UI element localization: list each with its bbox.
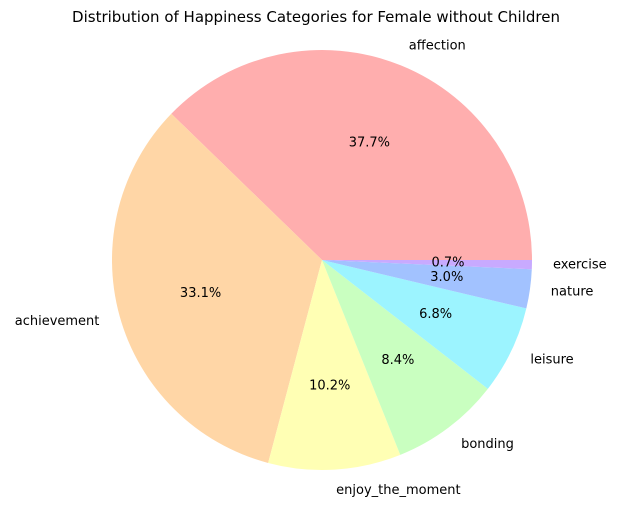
pie-slices: [111, 49, 532, 470]
slice-percent-achievement: 33.1%: [180, 286, 221, 301]
slice-percent-bonding: 8.4%: [381, 353, 414, 368]
slice-label-enjoy-the-moment: enjoy_the_moment: [336, 483, 460, 498]
slice-percent-nature: 3.0%: [430, 270, 463, 285]
pie-slice-nature: [322, 260, 532, 309]
slice-label-affection: affection: [409, 38, 466, 53]
slice-percent-leisure: 6.8%: [419, 307, 452, 322]
slice-percent-enjoy-the-moment: 10.2%: [309, 378, 350, 393]
pie-slice-enjoy-the-moment: [268, 260, 401, 470]
pie-slice-leisure: [322, 260, 527, 389]
pie-labels: affection 37.7% achievement 33.1% enjoy_the_…: [15, 38, 607, 498]
slice-label-leisure: leisure: [530, 352, 573, 367]
slice-percent-exercise: 0.7%: [431, 255, 464, 270]
pie-slice-bonding: [322, 260, 488, 455]
slice-percent-affection: 37.7%: [349, 136, 390, 151]
slice-label-exercise: exercise: [553, 258, 607, 273]
slice-label-achievement: achievement: [15, 314, 100, 329]
pie-slice-achievement: [111, 113, 322, 463]
pie-slice-exercise: [322, 260, 532, 270]
slice-label-bonding: bonding: [461, 437, 514, 452]
slice-label-nature: nature: [551, 284, 594, 299]
chart-title: Distribution of Happiness Categories for…: [72, 8, 560, 26]
pie-slice-affection: [171, 49, 532, 260]
